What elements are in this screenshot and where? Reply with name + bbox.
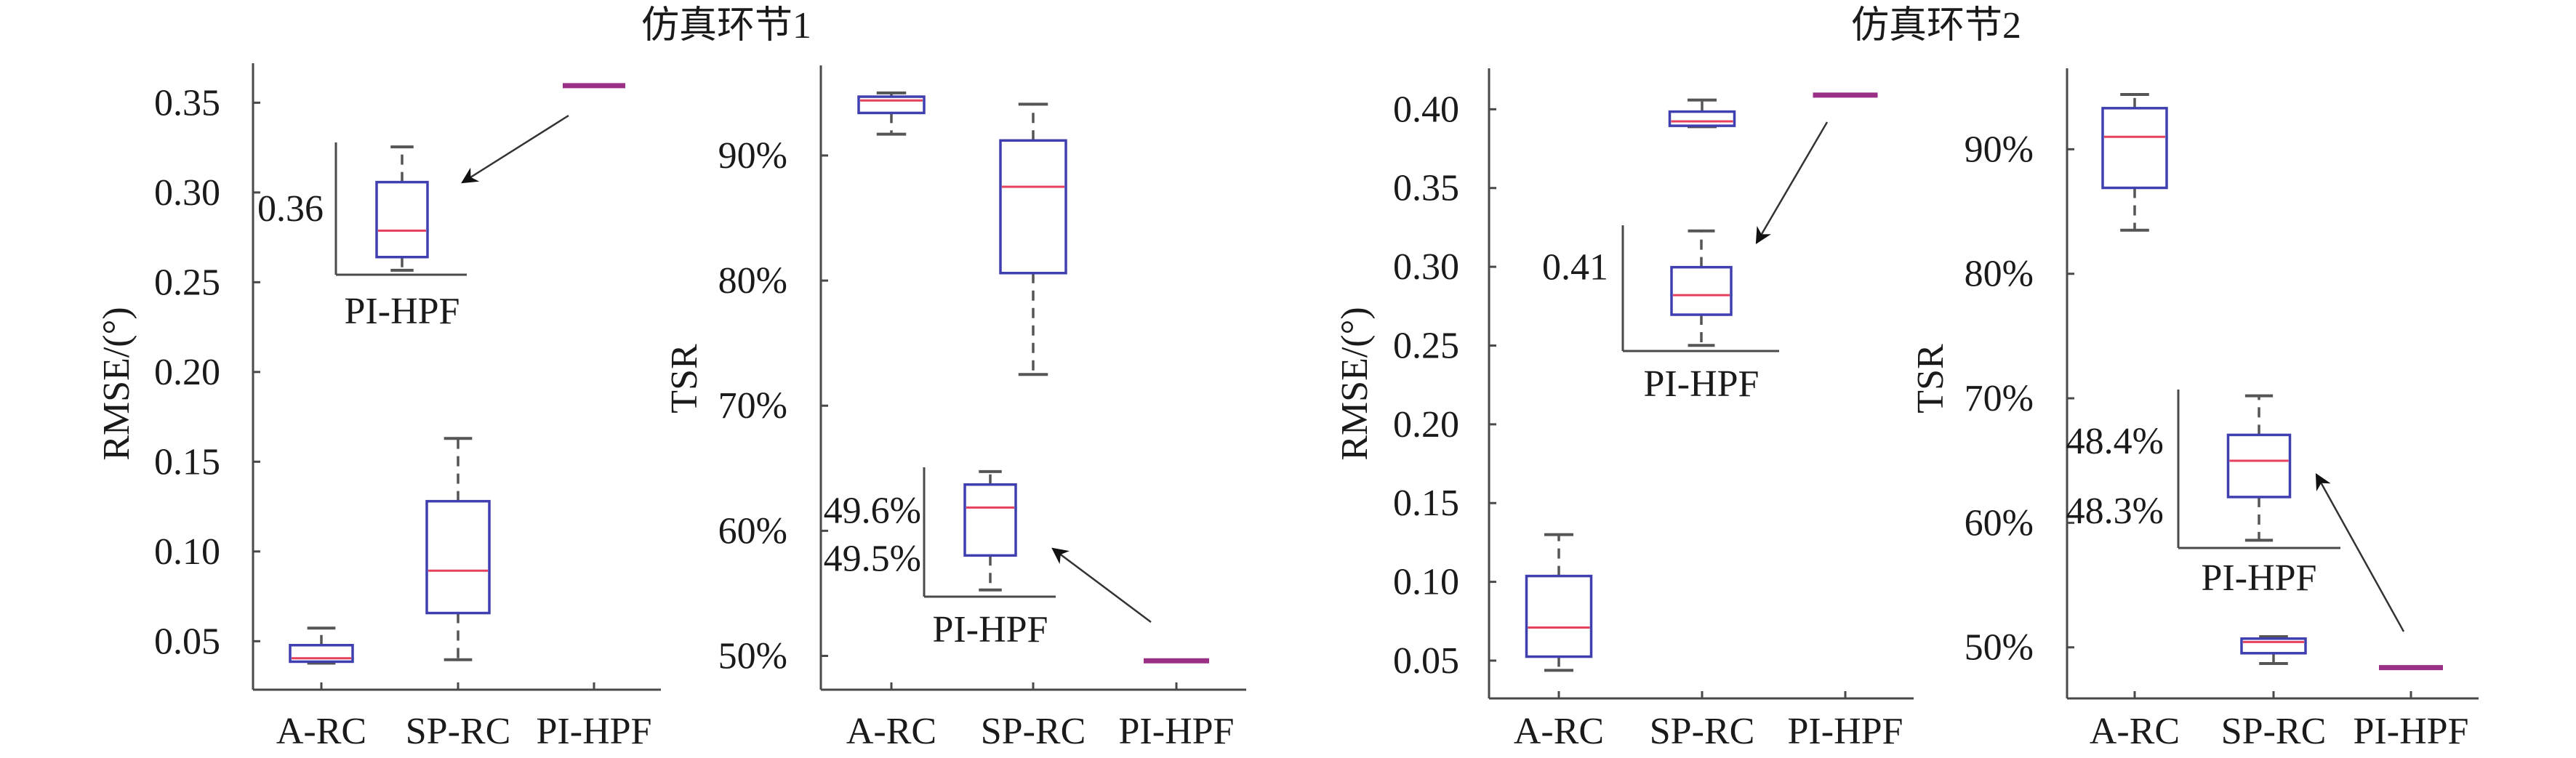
- inset-y-tick-label: 49.6%: [824, 490, 921, 531]
- inset-zoom-pi-hpf: 49.5% 49.6% PI-HPF: [824, 467, 1056, 650]
- chart-panel-1: 0.05 0.10 0.15 0.20 0.25 0.30 0.35 RMSE/(°) A-RC…: [96, 63, 661, 752]
- zoom-arrow: [1755, 121, 1829, 244]
- inset-zoom-pi-hpf: 48.3% 48.4% PI-HPF: [2066, 390, 2340, 599]
- inset-box-box: [2226, 433, 2292, 499]
- y-tick-label: 0.05: [1393, 640, 1459, 682]
- x-tick-label: SP-RC: [2221, 711, 2327, 752]
- y-tick-label: 0.35: [1393, 168, 1459, 209]
- y-tick-label: 50%: [1965, 627, 2034, 669]
- inset-box-box: [375, 180, 429, 259]
- y-tick-label: 60%: [718, 510, 787, 552]
- group-title-1: 仿真环节1: [641, 5, 811, 47]
- box-sp-rc-box: [425, 499, 491, 615]
- inset-y-tick-label: 0.36: [257, 188, 324, 230]
- box-a-rc-box: [2101, 107, 2168, 190]
- y-axis-label: RMSE/(°): [96, 307, 137, 460]
- y-tick-label: 80%: [718, 260, 787, 302]
- inset-x-label: PI-HPF: [345, 291, 460, 332]
- inset-x-label: PI-HPF: [933, 609, 1048, 650]
- y-tick-label: 0.05: [154, 621, 220, 662]
- inset-x-label: PI-HPF: [2202, 557, 2317, 599]
- chart-panel-3: 0.05 0.10 0.15 0.20 0.25 0.30 0.35 0.40 RMSE/(°)…: [1334, 68, 1914, 752]
- y-tick-label: 0.15: [154, 441, 220, 483]
- x-tick-label: A-RC: [1514, 711, 1604, 752]
- inset-x-label: PI-HPF: [1644, 363, 1760, 405]
- inset-zoom-pi-hpf: 0.36 PI-HPF: [257, 142, 467, 332]
- y-tick-label: 0.10: [1393, 562, 1459, 603]
- box-a-rc-box: [1525, 574, 1593, 658]
- x-tick-label: PI-HPF: [2354, 711, 2469, 752]
- box-a-rc-box: [857, 95, 926, 115]
- x-tick-label: PI-HPF: [1119, 711, 1235, 752]
- x-tick-label: SP-RC: [1650, 711, 1755, 752]
- x-tick-label: SP-RC: [981, 711, 1086, 752]
- y-tick-label: 0.20: [1393, 404, 1459, 445]
- x-tick-label: A-RC: [2090, 711, 2180, 752]
- x-tick-label: SP-RC: [406, 711, 511, 752]
- inset-y-tick-label: 0.41: [1542, 247, 1608, 289]
- y-tick-label: 90%: [1965, 129, 2034, 170]
- y-tick-label: 0.30: [154, 172, 220, 214]
- y-tick-label: 90%: [718, 135, 787, 177]
- zoom-arrow: [461, 114, 569, 184]
- inset-box-box: [1670, 265, 1733, 316]
- zoom-arrow: [2315, 473, 2405, 632]
- y-tick-label: 0.20: [154, 352, 220, 393]
- box-sp-rc-box: [2240, 637, 2307, 655]
- y-tick-label: 50%: [718, 636, 787, 677]
- x-tick-label: A-RC: [846, 711, 936, 752]
- y-tick-label: 0.15: [1393, 483, 1459, 524]
- y-tick-label: 0.25: [154, 262, 220, 303]
- y-tick-label: 0.25: [1393, 325, 1459, 366]
- box-sp-rc-box: [1668, 110, 1736, 127]
- inset-y-tick-label: 49.5%: [824, 538, 921, 579]
- y-tick-label: 0.35: [154, 82, 220, 124]
- y-tick-label: 0.30: [1393, 246, 1459, 288]
- inset-box-box: [963, 483, 1017, 557]
- inset-zoom-pi-hpf: 0.41 PI-HPF: [1542, 225, 1779, 405]
- y-tick-label: 60%: [1965, 502, 2034, 544]
- y-tick-label: 70%: [1965, 378, 2034, 419]
- x-tick-label: PI-HPF: [537, 711, 652, 752]
- y-axis-label: TSR: [664, 344, 705, 414]
- x-tick-label: A-RC: [276, 711, 366, 752]
- box-sp-rc-box: [999, 139, 1067, 275]
- inset-y-tick-label: 48.3%: [2066, 491, 2164, 532]
- x-tick-label: PI-HPF: [1788, 711, 1903, 752]
- y-tick-label: 80%: [1965, 254, 2034, 295]
- y-axis-label: RMSE/(°): [1334, 307, 1376, 460]
- group-title-2: 仿真环节2: [1851, 5, 2021, 47]
- y-tick-label: 0.40: [1393, 89, 1459, 130]
- y-tick-label: 0.10: [154, 531, 220, 573]
- inset-y-tick-label: 48.4%: [2066, 421, 2164, 462]
- zoom-arrow: [1051, 547, 1152, 624]
- y-tick-label: 70%: [718, 385, 787, 427]
- y-axis-label: TSR: [1910, 344, 1951, 414]
